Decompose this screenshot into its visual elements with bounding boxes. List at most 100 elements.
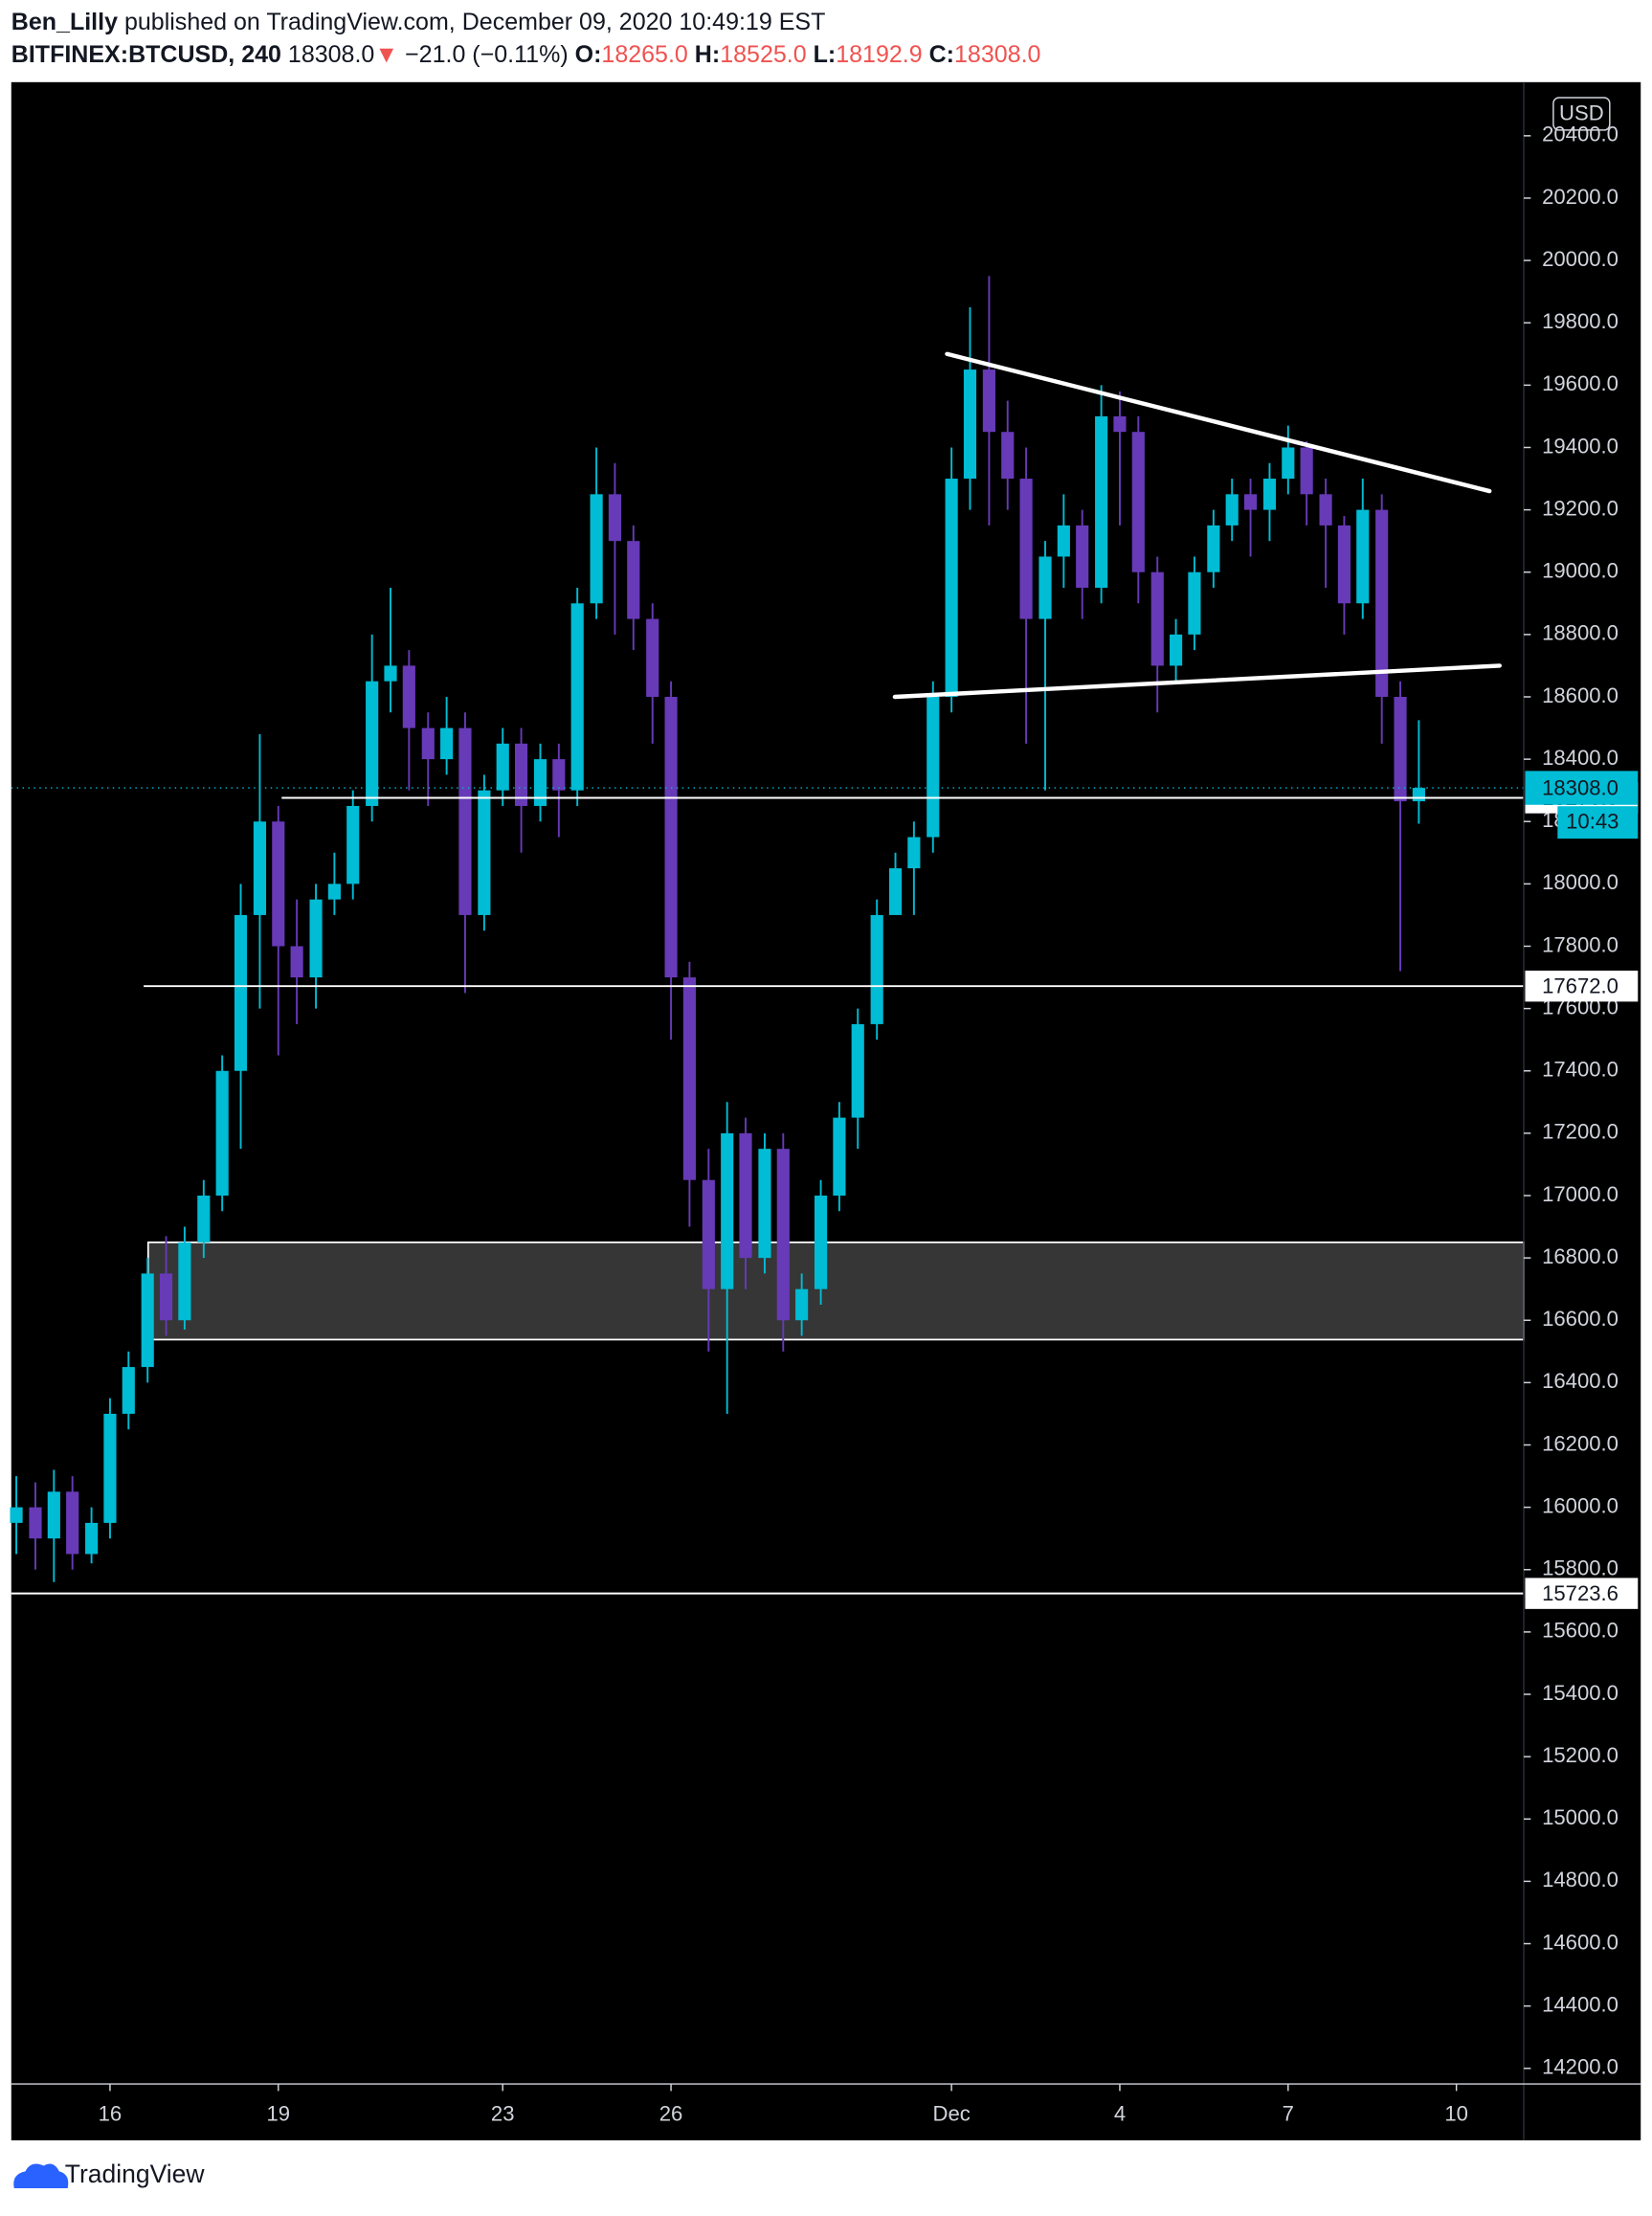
candle-body [1319, 494, 1332, 526]
candle-body [945, 479, 958, 697]
y-tick-label: 17000.0 [1542, 1182, 1619, 1206]
close-label: C: [929, 40, 954, 67]
candle-body [1188, 571, 1201, 635]
change: −21.0 (−0.11%) [405, 40, 569, 67]
y-tick-label: 15600.0 [1542, 1619, 1619, 1643]
candle-body [402, 665, 415, 728]
candle-body [1170, 634, 1183, 666]
y-tick-label: 16600.0 [1542, 1307, 1619, 1331]
y-tick-label: 19800.0 [1542, 309, 1619, 333]
candle-body [1038, 556, 1052, 619]
logo-cloud [13, 2163, 69, 2189]
y-tick-label: 15800.0 [1542, 1556, 1619, 1580]
candle-body [1394, 696, 1407, 802]
symbol: BITFINEX:BTCUSD, 240 [11, 40, 281, 67]
tradingview-logo [13, 2163, 69, 2189]
candle-body [234, 914, 248, 1071]
candle-body [1375, 509, 1389, 697]
open-label: O: [575, 40, 602, 67]
y-tick-label: 15200.0 [1542, 1743, 1619, 1767]
y-tick-label: 15400.0 [1542, 1681, 1619, 1705]
x-tick-label: 19 [266, 2101, 290, 2125]
price-label: 15723.6 [1542, 1581, 1619, 1605]
candle-body [47, 1491, 60, 1539]
price: 18308.0 [288, 40, 374, 67]
open-value: 18265.0 [601, 40, 687, 67]
y-tick-label: 17800.0 [1542, 932, 1619, 956]
currency-label[interactable]: USD [1559, 101, 1604, 125]
candle-body [1262, 479, 1277, 510]
candle-body [646, 618, 659, 697]
candle-body [159, 1273, 173, 1321]
price-label: 17672.0 [1542, 974, 1619, 997]
low-value: 18192.9 [836, 40, 922, 67]
candle-body [926, 696, 940, 838]
trendline [945, 351, 1492, 494]
y-tick-label: 19400.0 [1542, 434, 1619, 458]
y-tick-label: 16200.0 [1542, 1431, 1619, 1455]
currency-button[interactable] [1552, 97, 1611, 131]
y-tick-label: 14600.0 [1542, 1930, 1619, 1954]
y-tick-label: 15000.0 [1542, 1805, 1619, 1829]
y-tick-label: 16400.0 [1542, 1369, 1619, 1393]
candle-body [627, 541, 640, 619]
candle-body [963, 369, 977, 480]
brand: TradingView [65, 2160, 206, 2188]
y-tick-label: 18800.0 [1542, 621, 1619, 645]
x-tick-label: 4 [1114, 2101, 1126, 2125]
x-tick-label: Dec [933, 2101, 971, 2125]
candle-body [1019, 479, 1033, 619]
candle-body [814, 1195, 828, 1289]
x-tick-label: 16 [99, 2101, 123, 2125]
x-tick-label: 26 [659, 2101, 683, 2125]
y-tick-label: 18000.0 [1542, 870, 1619, 894]
candle-body [888, 868, 903, 915]
candle-body [458, 727, 472, 915]
y-tick-label: 18600.0 [1542, 683, 1619, 707]
plot [10, 276, 1525, 1595]
y-tick-label: 18400.0 [1542, 746, 1619, 770]
y-tick-label: 16800.0 [1542, 1244, 1619, 1268]
candle-body [533, 759, 547, 806]
trendline [892, 663, 1502, 700]
x-tick-label: 7 [1283, 2101, 1294, 2125]
close-value: 18308.0 [954, 40, 1040, 67]
countdown-box [1557, 806, 1639, 839]
candle-body [1131, 432, 1145, 572]
y-tick-label: 20400.0 [1542, 123, 1619, 146]
candle-body [1001, 432, 1015, 480]
candle-body [290, 946, 303, 978]
x-tick-label: 10 [1444, 2101, 1468, 2125]
candle-body [1150, 571, 1164, 666]
candle-body [1095, 415, 1108, 589]
price-label-box [1525, 1578, 1639, 1609]
y-tick-label: 14200.0 [1542, 2055, 1619, 2079]
candle-body [552, 759, 566, 791]
y-tick-label: 17200.0 [1542, 1120, 1619, 1144]
candle-body [776, 1149, 790, 1321]
y-tick-label: 19200.0 [1542, 496, 1619, 520]
candle-body [1113, 415, 1127, 433]
candle-body [682, 977, 696, 1180]
price-label-box [1525, 970, 1639, 1002]
last-price-label: 18308.0 [1542, 775, 1619, 799]
zone [146, 1241, 1525, 1341]
candle-body [664, 696, 678, 978]
candle-body [851, 1023, 864, 1118]
candle-body [215, 1070, 229, 1196]
candle-body [1356, 509, 1370, 604]
countdown: 10:43 [1566, 810, 1619, 834]
candle-body [514, 743, 528, 806]
candle-body [608, 494, 622, 542]
candle-body [870, 914, 883, 1024]
high-label: H: [695, 40, 720, 67]
candle-body [272, 821, 285, 947]
y-tick-label: 20200.0 [1542, 185, 1619, 209]
candle-body [10, 1507, 23, 1523]
candle-body [1282, 447, 1295, 480]
y-tick-label: 14800.0 [1542, 1868, 1619, 1891]
candle-body [1076, 525, 1089, 589]
candle-body [478, 790, 491, 915]
